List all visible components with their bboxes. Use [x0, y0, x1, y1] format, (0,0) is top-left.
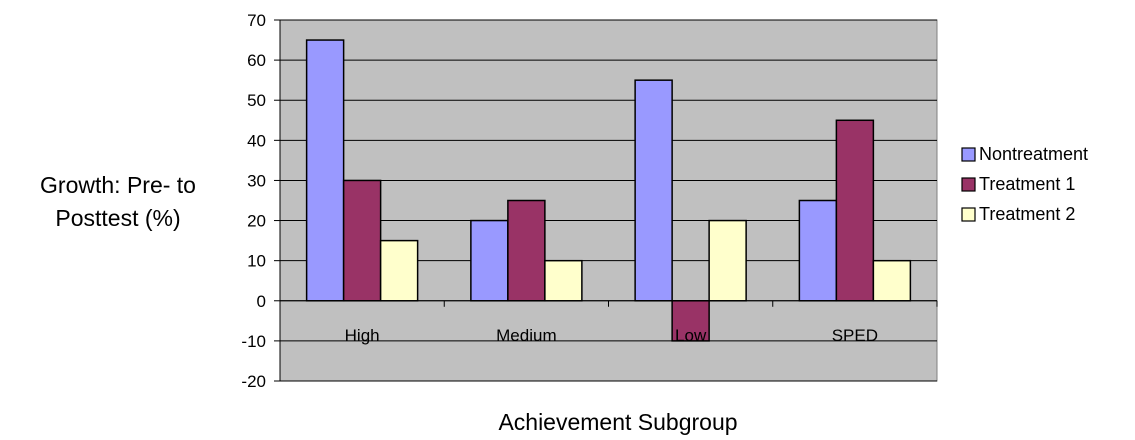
bar-treatment-1-medium — [507, 199, 546, 302]
axes-group — [274, 19, 938, 382]
y-tick-label: 20 — [247, 212, 266, 231]
y-tick-label: 10 — [247, 252, 266, 271]
bar-treatment-2-low — [708, 219, 747, 302]
legend-label: Nontreatment — [979, 144, 1088, 164]
legend-label: Treatment 2 — [979, 204, 1075, 224]
y-tick-label: 40 — [247, 131, 266, 150]
y-tick-label: 0 — [257, 292, 266, 311]
legend-swatch — [961, 147, 976, 162]
bar-nontreatment-sped — [798, 199, 838, 302]
legend-label: Treatment 1 — [979, 174, 1075, 194]
x-category-labels: High Medium Low SPED — [345, 326, 878, 345]
bar-treatment-1-low — [671, 300, 710, 342]
x-category-label: SPED — [832, 326, 878, 345]
y-tick-label: 70 — [247, 11, 266, 30]
bar-treatment-1-high — [342, 179, 382, 302]
bar-treatment-2-sped — [872, 259, 912, 302]
x-axis-title: Achievement Subgroup — [498, 409, 737, 435]
bar-treatment-2-medium — [544, 259, 583, 302]
y-tick-label: 50 — [247, 91, 266, 110]
y-axis-title-line-2: Posttest (%) — [55, 205, 180, 231]
legend: Nontreatment Treatment 1 Treatment 2 — [961, 144, 1088, 224]
y-tick-label: 60 — [247, 51, 266, 70]
bar-nontreatment-medium — [470, 219, 509, 302]
y-tick-label: -20 — [241, 372, 266, 391]
y-tick-labels: 70 60 50 40 30 20 10 0 -10 -20 — [241, 11, 266, 391]
x-category-label: High — [345, 326, 380, 345]
bar-treatment-2-high — [379, 239, 419, 302]
x-category-label: Low — [675, 326, 707, 345]
x-category-label: Medium — [496, 326, 556, 345]
bar-nontreatment-high — [305, 39, 345, 302]
y-tick-label: -10 — [241, 332, 266, 351]
bar-nontreatment-low — [634, 79, 673, 302]
legend-swatch — [961, 207, 976, 222]
legend-swatch — [961, 177, 976, 192]
y-axis-title-line-1: Growth: Pre- to — [40, 172, 196, 198]
y-tick-label: 30 — [247, 171, 266, 190]
bar-treatment-1-sped — [835, 119, 875, 302]
